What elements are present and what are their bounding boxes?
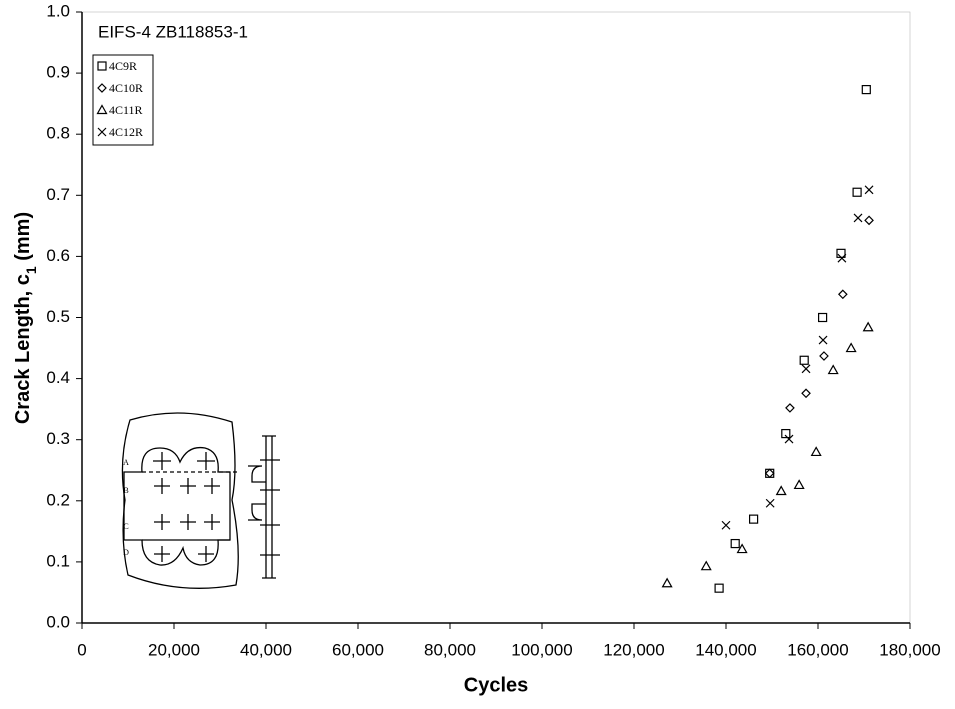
marker-triangle — [775, 485, 787, 496]
marker-square — [748, 514, 759, 524]
marker-square — [714, 583, 724, 593]
x-tick-label: 140,000 — [695, 640, 756, 659]
marker-diamond — [801, 388, 811, 399]
marker-diamond — [764, 468, 775, 479]
marker-x — [784, 434, 794, 444]
marker-triangle — [845, 342, 857, 353]
x-tick-label: 20,000 — [148, 640, 200, 659]
marker-square — [781, 428, 791, 439]
inset-label: C — [123, 522, 128, 531]
marker-diamond — [819, 351, 829, 361]
legend-label: 4C12R — [109, 125, 143, 139]
marker-diamond — [785, 403, 795, 413]
legend-label: 4C10R — [109, 81, 143, 95]
x-tick-label: 120,000 — [603, 640, 664, 659]
y-tick-label: 0.4 — [46, 368, 70, 387]
marker-triangle — [736, 543, 748, 554]
marker-x — [721, 520, 731, 530]
marker-diamond — [864, 215, 874, 226]
marker-triangle — [827, 364, 839, 375]
x-tick-label: 160,000 — [787, 640, 848, 659]
marker-x — [853, 213, 863, 223]
y-tick-label: 0.3 — [46, 429, 70, 448]
y-title-sub: 1 — [23, 266, 39, 274]
y-tick-label: 0.0 — [46, 612, 70, 631]
y-tick-label: 0.5 — [46, 307, 70, 326]
y-tick-label: 1.0 — [46, 1, 70, 20]
marker-square — [799, 355, 809, 365]
marker-diamond — [97, 83, 107, 93]
x-tick-label: 180,000 — [879, 640, 940, 659]
chart-title: EIFS-4 ZB118853-1 — [98, 22, 248, 41]
marker-triangle — [862, 321, 874, 332]
marker-x — [97, 127, 107, 137]
marker-triangle — [700, 560, 712, 571]
marker-triangle — [810, 446, 822, 457]
inset-diagram — [121, 412, 280, 589]
marker-triangle — [661, 577, 673, 588]
marker-square — [97, 61, 107, 71]
marker-x — [837, 253, 847, 263]
x-axis-title: Cycles — [464, 674, 529, 696]
marker-square — [730, 538, 740, 549]
y-tick-label: 0.9 — [46, 63, 70, 82]
y-tick-label: 0.7 — [46, 185, 70, 204]
x-tick-label: 80,000 — [424, 640, 476, 659]
x-tick-label: 60,000 — [332, 640, 384, 659]
marker-triangle — [793, 479, 805, 490]
legend-label: 4C9R — [109, 59, 137, 73]
y-tick-label: 0.1 — [46, 551, 70, 570]
marker-x — [818, 335, 828, 345]
y-title-main: Crack Length, c — [12, 274, 34, 424]
y-tick-label: 0.2 — [46, 490, 70, 509]
y-title-unit: (mm) — [12, 212, 34, 266]
y-axis-title: Crack Length, c1 (mm) — [12, 212, 38, 424]
inset-label: B — [123, 486, 128, 495]
marker-diamond — [837, 289, 848, 300]
y-tick-label: 0.6 — [46, 246, 70, 265]
inset-label: D — [123, 548, 129, 557]
x-tick-label: 0 — [77, 640, 86, 659]
y-tick-label: 0.8 — [46, 124, 70, 143]
plot-frame — [81, 11, 911, 624]
legend-label: 4C11R — [109, 103, 143, 117]
marker-square — [852, 187, 862, 197]
marker-triangle — [96, 104, 108, 115]
marker-x — [765, 498, 775, 508]
marker-square — [765, 468, 775, 478]
x-tick-label: 40,000 — [240, 640, 292, 659]
x-tick-label: 100,000 — [511, 640, 572, 659]
marker-square — [861, 84, 871, 95]
inset-label: A — [123, 458, 129, 467]
marker-x — [801, 364, 811, 374]
marker-x — [864, 185, 874, 195]
marker-square — [817, 312, 828, 323]
